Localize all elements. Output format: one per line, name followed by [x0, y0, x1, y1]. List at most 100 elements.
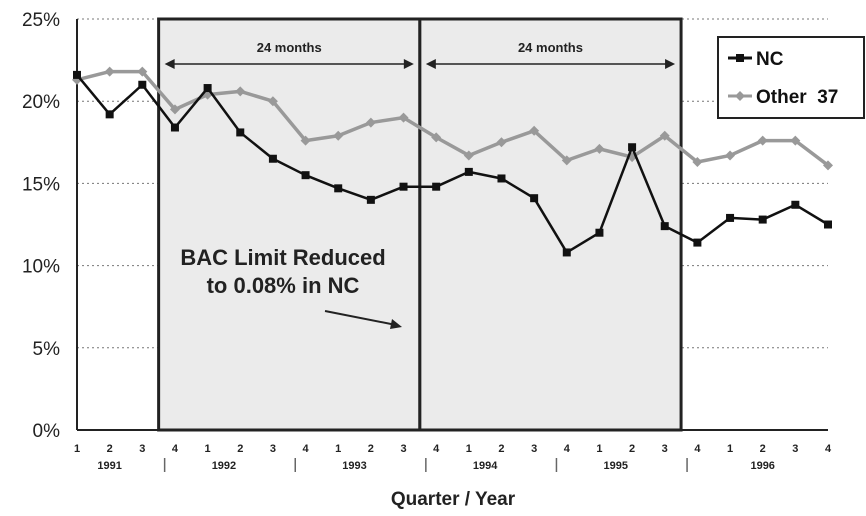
year-label: 1996	[750, 460, 774, 472]
data-point-nc	[497, 174, 506, 183]
series-lines	[72, 66, 833, 257]
data-point-nc	[660, 222, 669, 231]
y-tick-label: 5%	[33, 339, 61, 360]
year-label: 1992	[212, 460, 236, 472]
data-point-other-37	[561, 155, 572, 166]
span-label: 24 months	[257, 40, 322, 55]
data-point-nc	[301, 171, 310, 180]
data-point-nc	[693, 238, 702, 247]
data-point-nc	[726, 213, 735, 222]
data-point-other-37	[692, 157, 703, 168]
x-tick-label: 3	[139, 443, 145, 455]
annotation-arrow-shaft	[324, 310, 397, 326]
data-point-nc	[432, 182, 441, 191]
data-point-nc	[334, 184, 343, 193]
data-point-other-37	[333, 130, 344, 141]
data-point-other-37	[137, 66, 148, 77]
x-tick-label: 3	[662, 443, 668, 455]
x-tick-label: 1	[74, 443, 80, 455]
data-point-nc	[73, 70, 81, 79]
data-point-other-37	[300, 135, 311, 146]
data-point-nc	[595, 228, 604, 237]
x-tick-label: 3	[270, 443, 276, 455]
x-tick-label: 4	[694, 443, 701, 455]
axes: 0% 5% 10% 15% 20% 25% 1 2 3 4 1 2 3 4 1 2 3 4 1 2 3 4 1 2 3 4 1 2 3 4…	[22, 10, 832, 472]
data-point-nc	[236, 128, 245, 137]
x-tick-label: 2	[629, 443, 635, 455]
y-tick-label: 15%	[22, 174, 60, 195]
x-tick-label: 2	[498, 443, 504, 455]
annotation-arrow-head	[390, 319, 402, 329]
legend-marker-other	[735, 91, 745, 101]
legend-box	[717, 36, 865, 119]
data-point-nc	[138, 80, 147, 89]
data-point-nc	[530, 194, 539, 203]
data-point-other-37	[398, 112, 409, 123]
x-tick-label: 2	[107, 443, 113, 455]
x-tick-label: 4	[172, 443, 179, 455]
x-axis-label: Quarter / Year	[391, 489, 516, 510]
y-tick-label: 0%	[33, 421, 61, 442]
data-point-other-37	[725, 150, 736, 161]
x-tick-label: 1	[335, 443, 341, 455]
annotation-line-2: to 0.08% in NC	[207, 273, 360, 298]
data-point-other-37	[431, 132, 442, 143]
data-point-other-37	[267, 96, 278, 107]
data-point-nc	[562, 248, 571, 257]
x-tick-label: 4	[825, 443, 832, 455]
x-tick-label: 2	[760, 443, 766, 455]
legend-label-nc: NC	[756, 49, 784, 70]
x-tick-label: 4	[433, 443, 440, 455]
span-arrow-right-head	[665, 59, 676, 69]
shaded-period-1	[157, 17, 422, 432]
data-point-nc	[268, 154, 277, 163]
span-arrow-right-head	[403, 59, 414, 69]
data-point-nc	[628, 143, 637, 152]
year-label: 1994	[473, 460, 498, 472]
x-tick-label: 4	[564, 443, 571, 455]
data-point-other-37	[659, 130, 670, 141]
y-tick-label: 10%	[22, 257, 60, 278]
data-point-nc	[399, 182, 408, 191]
year-label: 1993	[342, 460, 366, 472]
x-tick-label: 3	[531, 443, 537, 455]
legend: NC Other 37	[717, 36, 865, 119]
series-line-other-37	[76, 69, 830, 167]
year-label: 1995	[604, 460, 628, 472]
span-arrow-left-head	[164, 59, 175, 69]
data-point-other-37	[235, 86, 246, 97]
x-tick-label: 3	[400, 443, 406, 455]
data-point-nc	[170, 123, 179, 132]
y-tick-label: 20%	[22, 92, 60, 113]
data-point-nc	[758, 215, 767, 224]
data-point-other-37	[823, 160, 833, 171]
data-point-other-37	[594, 143, 605, 154]
x-tick-label: 1	[205, 443, 211, 455]
data-point-other-37	[365, 117, 376, 128]
span-arrow-left-head	[425, 59, 436, 69]
data-point-nc	[203, 84, 212, 93]
x-tick-label: 3	[792, 443, 798, 455]
data-point-nc	[366, 195, 375, 204]
data-point-other-37	[529, 125, 540, 136]
data-point-other-37	[463, 150, 474, 161]
annotation: BAC Limit Reduced to 0.08% in NC	[180, 245, 402, 329]
data-point-other-37	[496, 137, 507, 148]
data-point-nc	[791, 200, 800, 209]
annotation-line-1: BAC Limit Reduced	[180, 245, 385, 270]
shaded-periods: 24 months 24 months	[157, 17, 683, 432]
x-tick-label: 4	[303, 443, 310, 455]
x-tick-label: 2	[237, 443, 243, 455]
series-line-nc	[76, 74, 829, 254]
data-point-other-37	[169, 104, 180, 115]
legend-label-other: Other 37	[756, 87, 838, 108]
data-point-nc	[464, 167, 473, 176]
data-point-nc	[824, 220, 832, 229]
data-point-other-37	[757, 135, 768, 146]
data-point-other-37	[104, 66, 115, 77]
data-point-other-37	[790, 135, 801, 146]
x-tick-label: 2	[368, 443, 374, 455]
year-label: 1991	[97, 460, 121, 472]
data-point-nc	[105, 110, 114, 119]
